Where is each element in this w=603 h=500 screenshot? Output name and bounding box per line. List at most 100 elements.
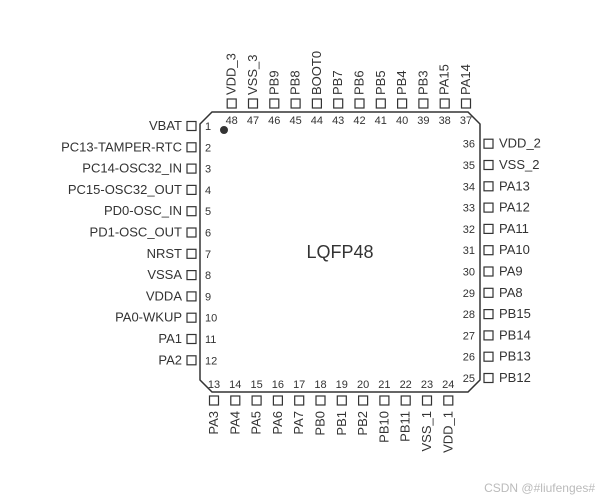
pin-30-pad	[484, 267, 493, 276]
pin-13-number: 13	[208, 379, 220, 391]
pin-35-pad	[484, 161, 493, 170]
pin-33-pad	[484, 203, 493, 212]
pin-15-label: PA5	[249, 411, 264, 435]
pin-15-number: 15	[250, 379, 262, 391]
pin-37-label: PA14	[458, 64, 473, 95]
pin-45-label: PB8	[288, 70, 303, 95]
pin-5-number: 5	[205, 206, 211, 218]
pin-14-number: 14	[229, 379, 241, 391]
pin-44-label: BOOT0	[309, 51, 324, 95]
pin-14-pad	[231, 396, 240, 405]
pin-3-pad	[187, 164, 196, 173]
pin-8-pad	[187, 271, 196, 280]
pin-27-number: 27	[463, 330, 475, 342]
pin-20-pad	[359, 396, 368, 405]
pin-15-pad	[252, 396, 261, 405]
pin1-indicator-dot	[220, 126, 228, 134]
pin-22-pad	[401, 396, 410, 405]
pin-25-pad	[484, 374, 493, 383]
pin-12-number: 12	[205, 355, 217, 367]
pin-10-label: PA0-WKUP	[115, 310, 182, 325]
pin-48-label: VDD_3	[224, 53, 239, 95]
pin-7-pad	[187, 249, 196, 258]
pin-40-label: PB4	[394, 70, 409, 95]
lqfp48-pinout-diagram: LQFP481VBAT2PC13-TAMPER-RTC3PC14-OSC32_I…	[0, 0, 603, 500]
pin-13-pad	[210, 396, 219, 405]
pin-43-number: 43	[332, 115, 344, 127]
pin-26-label: PB13	[499, 349, 531, 364]
pin-30-number: 30	[463, 267, 475, 279]
pin-33-label: PA12	[499, 200, 530, 215]
pin-37-pad	[462, 99, 471, 108]
pin-28-label: PB15	[499, 306, 531, 321]
pin-39-number: 39	[417, 115, 429, 127]
pin-18-pad	[316, 396, 325, 405]
pin-20-number: 20	[357, 379, 369, 391]
pin-23-number: 23	[421, 379, 433, 391]
pin-24-label: VDD_1	[440, 411, 455, 453]
pin-9-pad	[187, 292, 196, 301]
pin-2-number: 2	[205, 142, 211, 154]
pin-17-label: PA7	[291, 411, 306, 435]
pin-22-number: 22	[400, 379, 412, 391]
pin-48-number: 48	[226, 115, 238, 127]
pin-29-pad	[484, 288, 493, 297]
watermark-text: CSDN @#liufenges#	[484, 481, 595, 495]
pin-39-pad	[419, 99, 428, 108]
pin-40-pad	[398, 99, 407, 108]
pin-1-number: 1	[205, 121, 211, 133]
pin-4-label: PC15-OSC32_OUT	[68, 182, 182, 197]
pin-21-number: 21	[378, 379, 390, 391]
pin-5-label: PD0-OSC_IN	[104, 203, 182, 218]
pin-19-number: 19	[336, 379, 348, 391]
pin-38-pad	[440, 99, 449, 108]
pin-16-label: PA6	[270, 411, 285, 435]
pin-42-label: PB6	[352, 70, 367, 95]
pin-22-label: PB11	[398, 411, 413, 442]
pin-32-label: PA11	[499, 221, 529, 236]
pin-8-number: 8	[205, 270, 211, 282]
pin-45-number: 45	[289, 115, 301, 127]
pin-17-number: 17	[293, 379, 305, 391]
pin-7-label: NRST	[147, 246, 182, 261]
pin-35-label: VSS_2	[499, 157, 539, 172]
pin-46-number: 46	[268, 115, 280, 127]
pin-26-pad	[484, 352, 493, 361]
pin-6-pad	[187, 228, 196, 237]
pin-2-label: PC13-TAMPER-RTC	[61, 139, 182, 154]
pin-12-pad	[187, 356, 196, 365]
pin-36-label: VDD_2	[499, 136, 541, 151]
pin-16-pad	[273, 396, 282, 405]
pin-48-pad	[227, 99, 236, 108]
pin-21-pad	[380, 396, 389, 405]
pin-43-pad	[334, 99, 343, 108]
pin-41-number: 41	[375, 115, 387, 127]
pin-36-pad	[484, 139, 493, 148]
pin-4-number: 4	[205, 185, 211, 197]
pin-35-number: 35	[463, 160, 475, 172]
pin-10-pad	[187, 313, 196, 322]
pin-18-label: PB0	[313, 411, 328, 436]
pin-44-pad	[312, 99, 321, 108]
pin-5-pad	[187, 207, 196, 216]
pin-46-label: PB9	[266, 70, 281, 95]
pin-32-number: 32	[463, 224, 475, 236]
pin-47-label: VSS_3	[245, 55, 260, 95]
pin-32-pad	[484, 224, 493, 233]
pin-6-number: 6	[205, 228, 211, 240]
pin-24-number: 24	[442, 379, 454, 391]
pin-12-label: PA2	[158, 352, 182, 367]
pin-29-label: PA8	[499, 285, 523, 300]
pin-44-number: 44	[311, 115, 323, 127]
pin-2-pad	[187, 143, 196, 152]
pin-3-number: 3	[205, 164, 211, 176]
pin-25-number: 25	[463, 373, 475, 385]
pin-21-label: PB10	[376, 411, 391, 443]
pin-34-pad	[484, 182, 493, 191]
pin-33-number: 33	[463, 203, 475, 215]
pin-20-label: PB2	[355, 411, 370, 436]
pin-11-label: PA1	[158, 331, 182, 346]
pin-38-label: PA15	[437, 64, 452, 95]
pin-4-pad	[187, 185, 196, 194]
pin-18-number: 18	[314, 379, 326, 391]
